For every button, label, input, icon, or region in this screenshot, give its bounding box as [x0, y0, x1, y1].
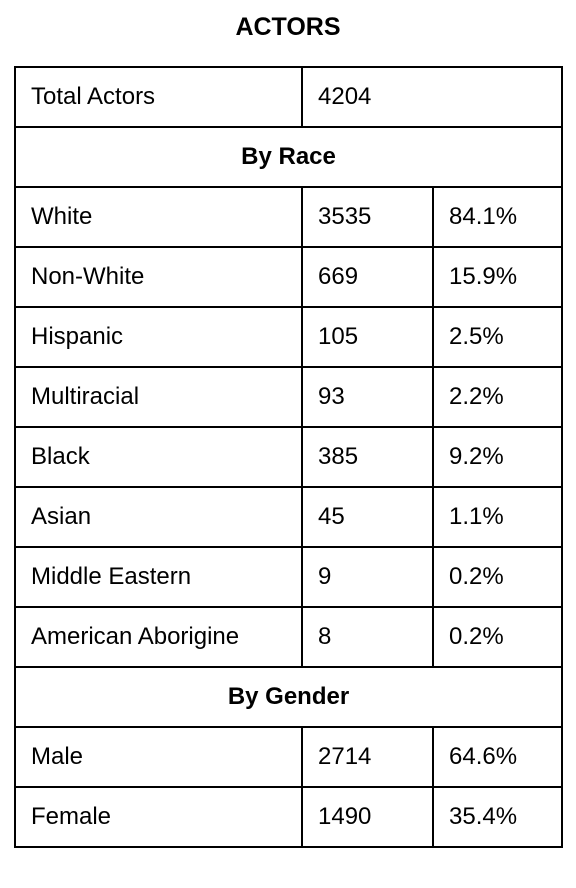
- row-percent: 2.2%: [431, 366, 564, 428]
- actors-table: Total Actors 4204 By Race White 3535 84.…: [13, 66, 564, 848]
- total-actors-row: Total Actors 4204: [14, 66, 564, 128]
- row-label: Black: [14, 426, 303, 488]
- row-percent: 2.5%: [431, 306, 564, 368]
- race-section-row: By Race: [13, 126, 564, 188]
- row-count: 669: [301, 246, 434, 308]
- row-count: 1490: [301, 786, 434, 848]
- row-count: 385: [301, 426, 434, 488]
- row-percent: 64.6%: [431, 726, 564, 788]
- row-count: 3535: [301, 186, 434, 248]
- row-count: 93: [301, 366, 434, 428]
- row-label: American Aborigine: [14, 606, 303, 668]
- row-count: 9: [301, 546, 434, 608]
- row-label: Middle Eastern: [14, 546, 303, 608]
- gender-section-row: By Gender: [13, 666, 564, 728]
- page-title: ACTORS: [235, 13, 341, 41]
- row-percent: 1.1%: [431, 486, 564, 548]
- row-percent: 84.1%: [431, 186, 564, 248]
- row-count: 2714: [301, 726, 434, 788]
- total-actors-value: 4204: [300, 66, 564, 128]
- table-row: White 3535 84.1%: [14, 186, 564, 248]
- table-row: Middle Eastern 9 0.2%: [14, 546, 564, 608]
- row-label: Male: [14, 726, 303, 788]
- row-label: White: [14, 186, 303, 248]
- table-row: Non-White 669 15.9%: [14, 246, 564, 308]
- table-row: Multiracial 93 2.2%: [14, 366, 564, 428]
- row-percent: 0.2%: [431, 606, 564, 668]
- row-percent: 15.9%: [431, 246, 564, 308]
- row-percent: 0.2%: [431, 546, 564, 608]
- row-label: Hispanic: [14, 306, 303, 368]
- row-label: Asian: [14, 486, 303, 548]
- row-label: Female: [14, 786, 303, 848]
- table-row: Female 1490 35.4%: [14, 786, 564, 848]
- row-percent: 9.2%: [431, 426, 564, 488]
- row-count: 8: [301, 606, 434, 668]
- row-percent: 35.4%: [431, 786, 564, 848]
- row-count: 105: [301, 306, 434, 368]
- gender-section-heading: By Gender: [13, 666, 564, 728]
- table-row: Asian 45 1.1%: [14, 486, 564, 548]
- table-row: Male 2714 64.6%: [14, 726, 564, 788]
- row-label: Non-White: [14, 246, 303, 308]
- table-row: Hispanic 105 2.5%: [14, 306, 564, 368]
- row-count: 45: [301, 486, 434, 548]
- row-label: Multiracial: [14, 366, 303, 428]
- table-row: American Aborigine 8 0.2%: [14, 606, 564, 668]
- race-section-heading: By Race: [13, 126, 564, 188]
- total-actors-label: Total Actors: [14, 66, 303, 128]
- table-row: Black 385 9.2%: [14, 426, 564, 488]
